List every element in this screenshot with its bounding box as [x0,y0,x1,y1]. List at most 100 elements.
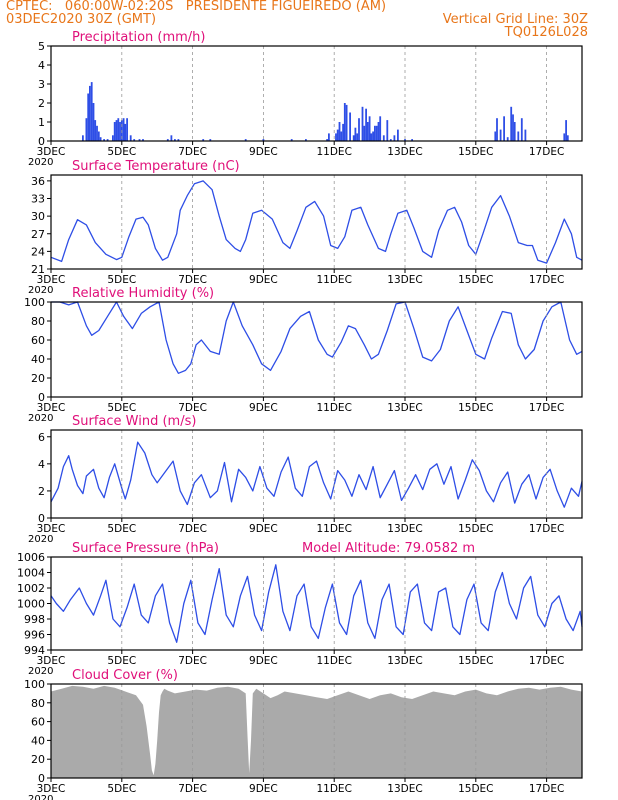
cloud-cover-area [51,685,582,778]
y-tick-label: 21 [31,263,45,276]
x-tick-label: 13DEC [387,402,422,414]
x-tick-label: 15DEC [458,655,493,667]
y-tick-label: 20 [31,753,45,766]
precip-bar [368,116,371,141]
precip-bar [99,137,102,141]
panel-wind: 0 2 4 6 3DEC 5DEC 7DEC 9DEC 11DEC 13DEC 15DEC 17DEC… [28,414,583,545]
precip-bar [170,135,173,141]
precip-title: Precipitation (mm/h) [72,30,205,45]
precip-bar [90,82,93,141]
wind-series-line [50,441,583,508]
x-tick-label: 7DEC [178,146,207,158]
precip-bar [397,129,399,141]
x-tick-label: 9DEC [249,274,278,286]
precip-bar [524,129,527,141]
x-tick-label: 11DEC [316,274,351,286]
y-tick-label: 100 [24,678,45,691]
precip-bar [85,118,88,141]
precip-bar [506,137,509,141]
panel-precip: 0 1 2 3 4 5 3DEC 5DEC 7DEC 9DEC 11DEC 13DEC 15DEC 17D… [28,30,583,168]
precip-bar [124,123,127,141]
x-tick-label: 11DEC [316,146,351,158]
precip-bar [209,139,212,141]
rh-frame [50,301,583,398]
precip-bar [510,106,513,141]
x-tick-label: 17DEC [529,402,564,414]
precip-bar [342,123,344,141]
x-tick-label: 13DEC [387,783,422,795]
precip-bar [358,118,360,141]
y-tick-label: 40 [31,353,45,366]
y-tick-label: 0 [38,512,45,525]
wind-frame [50,429,583,519]
precip-bar [97,131,100,141]
year-label: 2020 [28,157,53,168]
y-tick-label: 100 [24,296,45,309]
x-tick-label: 13DEC [387,655,422,667]
precip-bar [370,133,373,141]
cloud-frame [50,683,583,779]
y-tick-label: 60 [31,334,45,347]
precip-bar [138,139,141,141]
x-tick-label: 17DEC [529,783,564,795]
precip-bar [354,127,357,141]
y-tick-label: 33 [31,193,45,206]
x-tick-label: 7DEC [178,402,207,414]
y-tick-label: 5 [38,40,45,53]
precip-bar [374,125,376,141]
precip-bar [404,139,406,141]
y-tick-label: 1004 [17,567,45,580]
x-tick-label: 13DEC [387,523,422,535]
y-tick-label: 80 [31,315,45,328]
x-tick-label: 3DEC [37,402,66,414]
header-station-line: CPTEC: 060:00W-02:20S PRESIDENTE FIGUEIR… [6,0,387,14]
precip-bar [382,135,385,141]
precip-bar [119,122,121,141]
precip-bar [356,133,359,141]
panel-temp: 21 24 27 30 33 36 3DEC 5DEC 7DEC 9DEC 11DEC 13DEC 15… [28,159,583,296]
year-label: 2020 [28,666,53,677]
precip-bar [122,118,125,141]
panel-cloud: 0 20 40 60 80 100 3DEC 5DEC 7DEC 9DEC 11DEC 13DEC 15… [24,668,583,800]
x-tick-label: 11DEC [316,783,351,795]
precip-bar [113,122,116,141]
x-tick-label: 15DEC [458,274,493,286]
x-tick-label: 5DEC [107,783,136,795]
x-tick-label: 11DEC [316,523,351,535]
precip-bar [106,139,109,141]
x-tick-label: 3DEC [37,523,66,535]
x-tick-label: 17DEC [529,146,564,158]
precip-frame [50,45,583,142]
temp-series-line [50,180,583,264]
panel-rh: 0 20 40 60 80 100 3DEC 5DEC 7DEC 9DEC 11DEC 13DEC 15… [24,286,583,424]
x-tick-label: 9DEC [249,783,278,795]
precip-bar [352,135,355,141]
precip-bar [338,122,341,141]
y-tick-label: 1002 [17,582,45,595]
y-tick-label: 996 [24,629,45,642]
precip-bar [336,129,339,141]
precip-bar [379,116,382,141]
y-tick-label: 27 [31,228,45,241]
pressure-series-line [50,564,583,643]
precip-bar [349,112,351,141]
precip-bar [375,125,378,141]
precip-bar [366,122,369,141]
x-tick-label: 17DEC [529,655,564,667]
precip-bar [174,139,176,141]
precip-bar [517,131,520,141]
x-tick-label: 7DEC [178,783,207,795]
precip-bar [377,122,380,141]
y-tick-label: 40 [31,734,45,747]
precip-bar [386,120,389,141]
precip-bar [89,85,91,141]
precip-bar [496,118,498,141]
precip-bar [372,131,374,141]
precip-bar [393,135,396,141]
x-tick-label: 5DEC [107,274,136,286]
precip-bar [305,139,307,141]
rh-title: Relative Humidity (%) [72,286,214,301]
y-tick-label: 1006 [17,551,45,564]
x-tick-label: 5DEC [107,523,136,535]
